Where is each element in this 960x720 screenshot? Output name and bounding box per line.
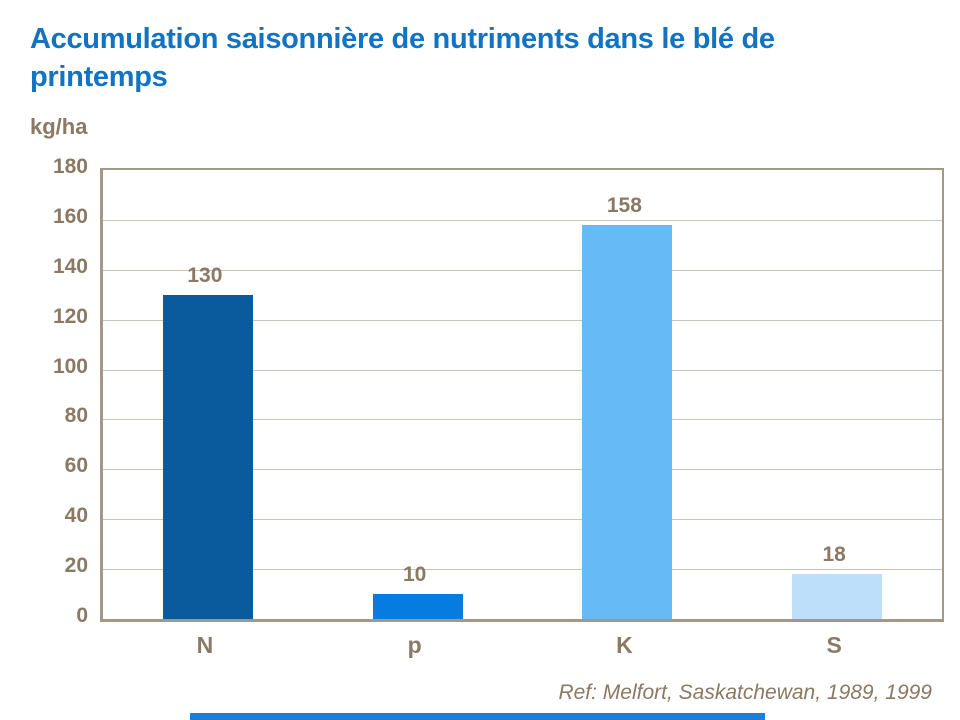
y-tick-label: 40	[64, 504, 88, 528]
bar-value-label-p: 10	[402, 563, 427, 587]
gridline	[103, 219, 942, 221]
x-tick-label-p: p	[407, 632, 422, 658]
y-tick-label: 160	[52, 204, 88, 228]
bar-value-label-N: 130	[187, 263, 223, 287]
x-tick-label-S: S	[826, 632, 842, 658]
bar-K	[582, 224, 673, 619]
gridline	[103, 369, 942, 371]
gridline	[103, 469, 942, 471]
y-tick-label: 60	[64, 454, 88, 478]
y-tick-label: 0	[76, 604, 88, 627]
plot-area	[100, 168, 944, 622]
y-tick-label: 180	[52, 155, 88, 178]
bar-N	[162, 294, 253, 619]
bar-value-label-S: 18	[822, 543, 846, 567]
gridline	[103, 319, 942, 321]
bar-p	[372, 594, 463, 619]
bar-value-label-K: 158	[606, 193, 642, 217]
chart-title: Accumulation saisonnière de nutriments d…	[30, 23, 775, 93]
gridline	[103, 269, 942, 271]
bar-S	[792, 574, 883, 619]
y-tick-label: 100	[52, 354, 88, 378]
reference-text: Ref: Melfort, Saskatchewan, 1989, 1999	[558, 681, 932, 704]
y-tick-label: 140	[52, 254, 88, 278]
y-tick-label: 20	[64, 554, 88, 578]
x-tick-label-N: N	[196, 632, 214, 658]
y-tick-label: 120	[52, 304, 88, 328]
x-tick-label-K: K	[616, 632, 633, 658]
y-tick-label: 80	[64, 404, 88, 428]
gridline	[103, 569, 942, 571]
gridline	[103, 519, 942, 521]
bottom-accent-bar	[190, 713, 765, 720]
y-axis-unit-label: kg/ha	[30, 114, 88, 139]
gridline	[103, 419, 942, 421]
